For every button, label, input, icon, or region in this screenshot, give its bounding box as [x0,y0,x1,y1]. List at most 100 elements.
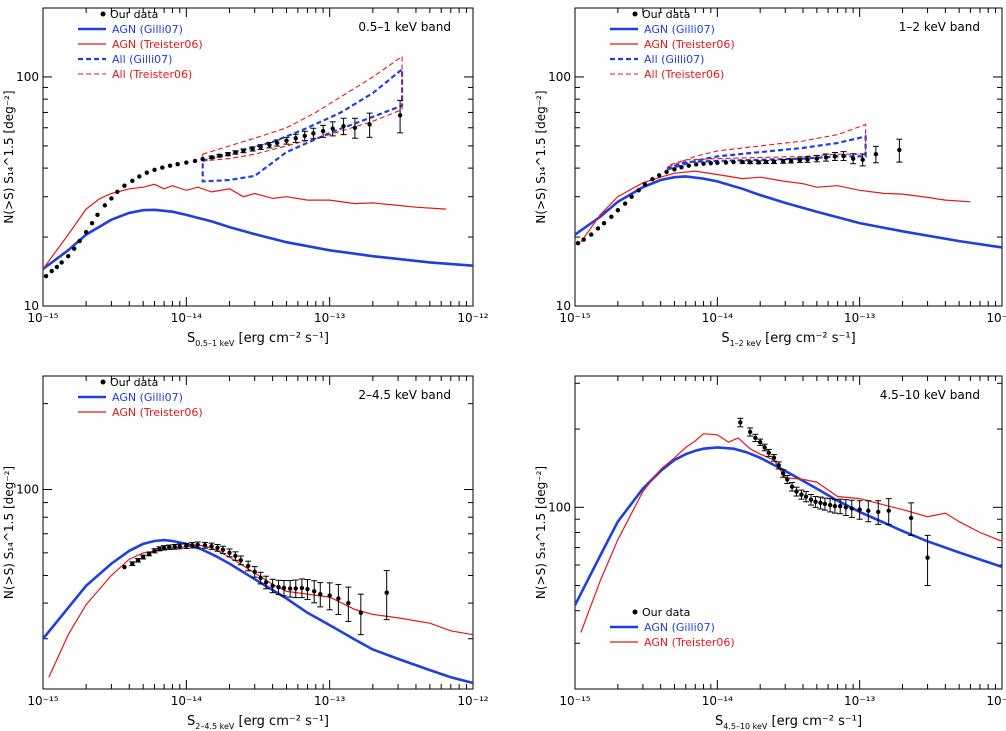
series-line-thin-red [43,183,447,270]
legend-symbol-points [632,11,638,17]
data-point [832,503,838,509]
legend-label: Our data [642,606,690,619]
x-tick-label: 10⁻¹⁵ [559,694,590,708]
data-point [701,161,706,166]
legend-label: All (Treister06) [644,68,724,81]
data-point [843,505,849,510]
x-tick-label: 10⁻¹³ [844,311,875,325]
data-point [175,161,180,167]
data-point [238,558,244,563]
data-point [49,268,54,274]
data-point [130,178,135,184]
legend-symbol-points [100,379,106,385]
data-point [672,167,677,172]
data-point [274,140,280,146]
x-axis-label-subscript: 2–4.5 keV [195,722,235,731]
data-point [757,440,763,445]
x-tick-label: 10⁻¹⁴ [171,694,202,708]
x-tick-label: 10⁻¹⁴ [171,311,202,325]
data-point [866,508,871,513]
data-point [794,489,799,494]
data-point [799,492,804,497]
y-tick-label: 100 [548,70,571,84]
data-point [753,435,758,441]
data-point [258,144,263,150]
legend: Our data AGN (Gilli07) AGN (Treister06) [78,376,203,419]
legend-label: AGN (Treister06) [644,38,735,51]
data-point [341,123,346,129]
data-point [808,497,814,502]
data-point [152,167,157,173]
legend-label: All (Gilli07) [112,53,172,66]
legend-label: AGN (Treister06) [644,636,735,649]
y-axis-label: N(>S) S₁₄^1.5 [deg⁻²] [534,90,548,223]
data-point [776,463,781,468]
x-tick-label: 10⁻¹⁴ [702,694,733,708]
legend-label: AGN (Treister06) [112,38,203,51]
data-point [629,194,634,199]
data-point [192,158,198,164]
x-axis-label-units: [erg cm⁻² s⁻¹] [761,331,856,346]
x-tick-label: 10⁻¹² [986,694,1006,708]
data-point [115,189,120,195]
data-point [167,545,172,550]
data-point [813,499,818,505]
plot-frame [42,375,474,690]
data-point [263,580,269,585]
data-point [679,165,684,170]
data-point [177,544,182,549]
data-point [293,136,298,141]
data-point [873,151,879,157]
plot-area [575,123,1002,249]
data-point [184,160,189,165]
data-point [77,238,82,244]
data-point [805,157,810,162]
data-point [740,159,745,165]
data-point [708,161,714,166]
data-point [925,555,930,560]
data-point [397,113,403,118]
data-point [803,494,809,499]
data-point [797,158,803,163]
series-line-dashed-blue [201,66,404,183]
data-point [184,543,189,549]
x-axis-label-units: [erg cm⁻² s⁻¹] [767,714,862,729]
legend: Our data AGN (Gilli07) AGN (Treister06) All… [610,8,735,81]
legend-label: All (Treister06) [112,68,192,81]
series-line-thick-blue [43,208,473,271]
data-point [252,569,257,574]
x-axis-label-subscript: 4.5–10 keV [723,722,768,731]
y-tick-label: 100 [16,70,39,84]
x-axis-label: S2–4.5 keV [erg cm⁻² s⁻¹] [187,714,329,731]
y-tick-label: 10 [24,299,39,313]
x-tick-label: 10⁻¹³ [844,694,875,708]
plot-frame [574,375,1003,690]
data-point [202,543,208,548]
data-point [849,506,854,511]
data-point [664,169,669,175]
y-tick-label: 100 [548,500,571,514]
legend-label: All (Gilli07) [644,53,704,66]
data-point [215,545,220,550]
series-line-thick-blue [575,175,1002,249]
data-point [59,260,64,265]
data-point [109,196,114,201]
data-point [130,561,135,566]
data-point [686,163,691,168]
plot-frame [42,7,474,307]
legend: Our data AGN (Gilli07) AGN (Treister06) All… [78,8,203,81]
data-point [756,160,761,165]
data-point [167,163,173,168]
data-point [822,501,828,507]
data-point [747,429,753,435]
x-tick-label: 10⁻¹⁵ [27,311,58,325]
data-point [336,596,341,601]
data-point [731,159,736,165]
legend: Our data AGN (Gilli07) AGN (Treister06) [610,606,735,649]
data-point [276,584,281,590]
data-point [615,207,621,213]
data-point [589,232,594,237]
data-point [195,542,200,548]
x-tick-label: 10⁻¹³ [314,694,345,708]
data-point [157,546,162,551]
